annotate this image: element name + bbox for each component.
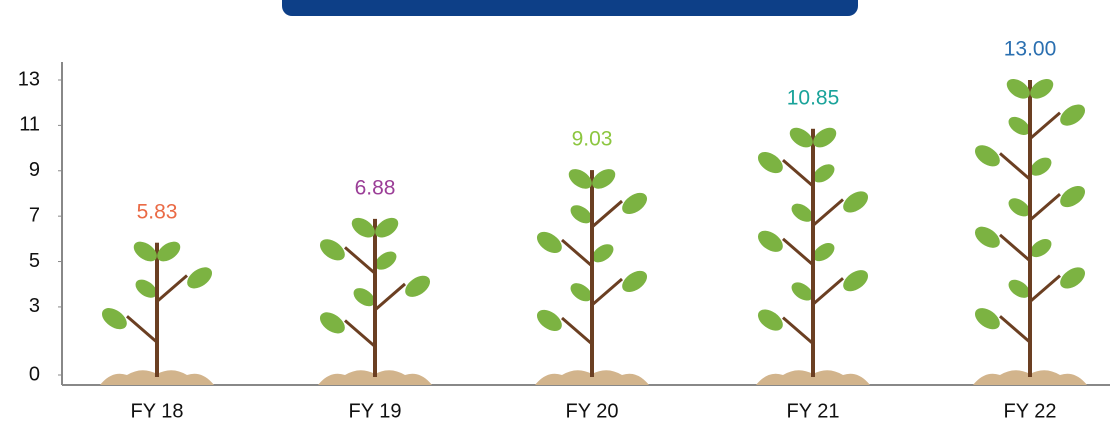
- title-banner: [282, 0, 858, 16]
- branch: [783, 160, 813, 186]
- leaf: [618, 267, 651, 297]
- branch: [345, 320, 375, 346]
- y-tick-label: 11: [19, 114, 40, 136]
- y-tick-label: 9: [29, 159, 40, 181]
- branch: [783, 239, 813, 265]
- branch: [1030, 113, 1060, 139]
- branch: [783, 318, 813, 344]
- leaf: [533, 306, 566, 336]
- stem: [590, 170, 594, 377]
- leaf: [316, 235, 349, 265]
- leaf: [971, 304, 1004, 334]
- y-tick-label: 13: [18, 68, 40, 90]
- stem: [1028, 80, 1032, 377]
- leaf: [316, 308, 349, 338]
- branch: [345, 247, 375, 273]
- branch: [157, 275, 187, 301]
- value-label: 9.03: [572, 128, 613, 151]
- branch: [813, 278, 843, 304]
- x-tick-label: FY 19: [349, 400, 402, 422]
- leaf: [839, 187, 872, 217]
- value-label: 10.85: [787, 86, 840, 109]
- y-tick-label: 0: [29, 363, 40, 385]
- leaf: [971, 222, 1004, 252]
- y-tick-label: 3: [29, 295, 40, 317]
- branch: [1000, 316, 1030, 342]
- branch: [375, 284, 405, 310]
- leaf: [1056, 263, 1089, 293]
- branch: [127, 316, 157, 342]
- leaf: [401, 271, 434, 301]
- value-label: 5.83: [137, 200, 178, 223]
- stem: [811, 129, 815, 377]
- leaf: [618, 189, 651, 219]
- leaf: [183, 263, 216, 293]
- branch: [562, 240, 592, 266]
- leaf: [533, 228, 566, 258]
- leaf: [839, 266, 872, 296]
- chart: 0 3 5 7 9 11 13 FY 18 5.83 FY 19 6.88 FY 20 9.03 FY 2…: [0, 0, 1116, 432]
- value-label: 13.00: [1004, 38, 1057, 61]
- branch: [1000, 153, 1030, 179]
- leaf: [754, 305, 787, 335]
- y-tick-label: 7: [29, 204, 40, 226]
- value-label: 6.88: [355, 176, 396, 199]
- x-tick-label: FY 21: [787, 400, 840, 422]
- stem: [373, 219, 377, 377]
- x-tick-label: FY 18: [131, 400, 184, 422]
- branch: [813, 200, 843, 226]
- leaf: [754, 148, 787, 178]
- y-tick-label: 5: [29, 250, 40, 272]
- branch: [1030, 194, 1060, 220]
- x-tick-label: FY 22: [1004, 400, 1057, 422]
- leaf: [1056, 182, 1089, 212]
- branch: [562, 318, 592, 344]
- branch: [592, 279, 622, 305]
- leaf: [1056, 100, 1089, 130]
- x-tick-label: FY 20: [566, 400, 619, 422]
- leaf: [971, 141, 1004, 171]
- branch: [1000, 235, 1030, 261]
- stem: [155, 243, 159, 377]
- branch: [1030, 276, 1060, 302]
- leaf: [754, 226, 787, 256]
- branch: [592, 201, 622, 227]
- leaf: [98, 304, 131, 334]
